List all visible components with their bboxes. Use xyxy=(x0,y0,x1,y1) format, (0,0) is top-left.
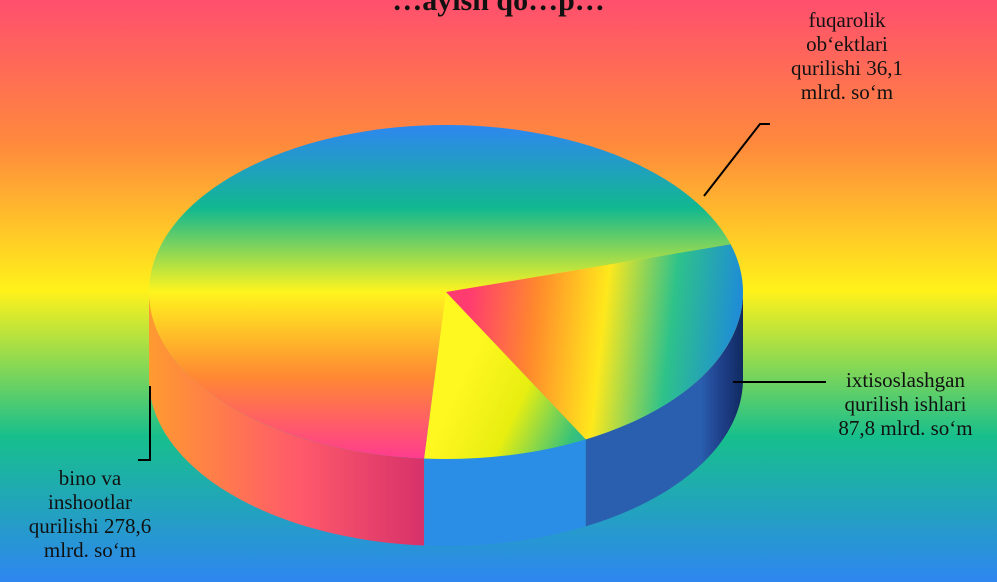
data-label-1: fuqarolik ob‘ektlari qurilishi 36,1 mlrd. s… xyxy=(756,8,938,104)
data-label-0-line-1: inshootlar xyxy=(48,490,132,514)
data-label-2-line-2: 87,8 mlrd. so‘m xyxy=(838,416,973,440)
data-label-0-line-0: bino va xyxy=(58,466,122,490)
data-label-1-line-1: ob‘ektlari xyxy=(806,32,888,56)
data-label-2-line-0: ixtisoslashgan xyxy=(846,368,965,392)
data-label-2: ixtisoslashgan qurilish ishlari 87,8 mlrd.… xyxy=(814,368,997,440)
pie-slice-0 xyxy=(149,125,731,459)
leader-line-0 xyxy=(138,386,151,461)
data-label-2-line-1: qurilish ishlari xyxy=(844,392,967,416)
data-label-1-line-3: mlrd. so‘m xyxy=(800,80,894,104)
data-label-0-line-3: mlrd. so‘m xyxy=(43,538,137,562)
chart-title: …ayish qo…p… xyxy=(392,0,605,17)
data-label-0: bino va inshootlar qurilishi 278,6 mlrd. so… xyxy=(0,466,180,562)
data-label-1-line-0: fuqarolik xyxy=(808,8,886,32)
leader-line-1 xyxy=(703,123,770,197)
data-label-0-line-2: qurilishi 278,6 xyxy=(28,514,152,538)
pie-slice-side-1 xyxy=(424,439,586,546)
pie-slice-2 xyxy=(446,244,744,440)
pie-slice-1 xyxy=(424,292,586,459)
pie-slice-side-0 xyxy=(149,292,425,546)
data-label-1-line-2: qurilishi 36,1 xyxy=(790,56,903,80)
pie-slice-side-2 xyxy=(585,292,743,527)
